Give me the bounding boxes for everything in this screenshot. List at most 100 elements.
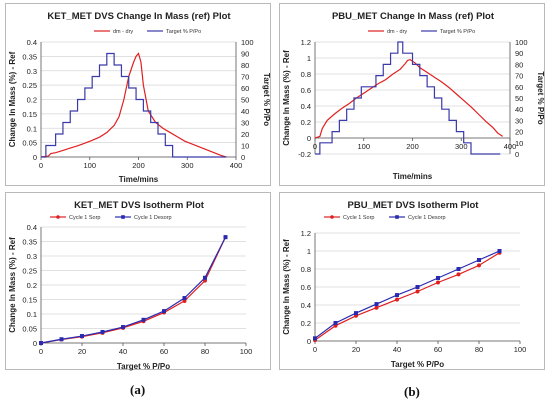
y-tick-label: 0.1 [27, 310, 37, 319]
legend-label: dm - dry [387, 29, 407, 35]
x-tick-label: 400 [504, 142, 517, 151]
data-point-cycle-1-desorp [415, 285, 420, 289]
data-point-cycle-1-desorp [333, 321, 338, 325]
data-point-cycle-1-desorp [395, 293, 399, 298]
y-tick-label: 0 [33, 339, 37, 348]
y-axis-title: Change In Mass (%) - Ref [282, 50, 291, 146]
chart-panel-ket-dvs: KET_MET DVS Change In Mass (ref) Plot 0 0.… [5, 3, 271, 186]
y2-tick-label: 50 [241, 96, 249, 105]
y-tick-label: 0.25 [22, 267, 37, 276]
y2-tick-label: 60 [515, 83, 523, 92]
series-line-dm-dry [40, 52, 227, 158]
y2-tick-label: 10 [241, 142, 249, 151]
x-tick-label: 400 [230, 161, 243, 170]
y2-tick-label: 40 [515, 105, 523, 114]
y-tick-label: 0.4 [27, 223, 37, 232]
x-axis-title: Time/mins [119, 175, 159, 184]
y-axis-title: Change In Mass (%) - Ref [8, 237, 17, 333]
y-tick-label: 0.15 [22, 110, 37, 119]
chart-title: PBU_MET DVS Isotherm Plot [348, 200, 480, 211]
series-line-cycle-1-desorp [314, 250, 500, 339]
y-axis-title: Change In Mass (%) - Ref [282, 239, 291, 335]
x-tick-label: 0 [39, 161, 43, 170]
y-tick-label: 0.4 [27, 38, 37, 47]
y-tick-label: 0 [307, 337, 311, 346]
data-point-cycle-1-desorp [313, 336, 317, 341]
y-tick-label: 0.35 [22, 238, 37, 247]
y2-tick-label: 100 [241, 38, 254, 47]
legend-label: Cycle 1 Sorp [69, 215, 101, 221]
caption-a: (a) [130, 382, 146, 397]
data-point-cycle-1-desorp [162, 309, 166, 314]
chart-title: PBU_MET Change In Mass (ref) Plot [332, 11, 495, 22]
legend-marker [56, 215, 60, 219]
y-tick-label: 0.4 [301, 102, 311, 111]
data-point-cycle-1-desorp [374, 302, 379, 307]
y-tick-label: 0.6 [301, 86, 311, 95]
x-tick-label: 100 [514, 345, 527, 354]
y-tick-label: 0.35 [22, 52, 37, 61]
data-point-cycle-1-sorp [477, 263, 481, 268]
data-point-cycle-1-desorp [477, 258, 481, 262]
data-point-cycle-1-sorp [415, 289, 420, 294]
pbu-dvs-chart: PBU_MET Change In Mass (ref) Plot -0.20 0.… [282, 11, 545, 181]
y-tick-label: 0.2 [301, 118, 311, 127]
chart-title: KET_MET DVS Isotherm Plot [74, 200, 205, 211]
pbu-isotherm-chart: PBU_MET DVS Isotherm Plot 0 0.2 0.4 0.6 0.8 1 1… [282, 200, 527, 369]
y2-tick-label: 40 [241, 107, 249, 116]
y-tick-label: 0.3 [27, 67, 37, 76]
legend-label: Cycle 1 Sorp [343, 215, 375, 221]
data-point-cycle-1-sorp [374, 305, 379, 310]
data-point-cycle-1-desorp [497, 249, 502, 253]
series-line-cycle-1-sorp [314, 252, 500, 341]
legend-label: Cycle 1 Desorp [134, 215, 172, 221]
y2-tick-label: 0 [241, 153, 245, 162]
y-tick-label: 0.2 [27, 96, 37, 105]
legend-marker [121, 215, 125, 219]
x-tick-label: 0 [313, 345, 317, 354]
y-tick-label: 0.05 [22, 139, 37, 148]
data-point-cycle-1-sorp [456, 272, 461, 277]
y2-tick-label: 70 [241, 73, 249, 82]
y-axis-title: Change In Mass (%) - Ref [8, 51, 17, 147]
y-tick-label: 0.25 [22, 81, 37, 90]
ket-dvs-chart: KET_MET DVS Change In Mass (ref) Plot 0 0.… [8, 11, 271, 184]
y-tick-label: 0.2 [27, 281, 37, 290]
y-tick-label: 0.8 [301, 265, 311, 274]
data-point-cycle-1-desorp [121, 325, 125, 330]
y-tick-label: 0.3 [27, 252, 37, 261]
data-point-cycle-1-desorp [203, 275, 207, 280]
x-tick-label: 20 [78, 347, 86, 356]
data-point-cycle-1-desorp [100, 329, 105, 334]
x-tick-label: 200 [132, 161, 145, 170]
y2-tick-label: 90 [515, 49, 523, 58]
y2-tick-label: 80 [241, 61, 249, 70]
chart-panel-pbu-iso: PBU_MET DVS Isotherm Plot 0 0.2 0.4 0.6 0.8 1 1… [279, 192, 545, 370]
x-tick-label: 200 [406, 142, 419, 151]
y2-tick-label: 100 [515, 38, 528, 47]
x-tick-label: 0 [313, 142, 317, 151]
y2-axis-title: Target % P/Po [536, 71, 545, 124]
y-tick-label: 0.8 [301, 70, 311, 79]
y2-tick-label: 30 [241, 119, 249, 128]
series-line-cycle-1-desorp [40, 236, 227, 344]
series-line-target-p-po [41, 52, 227, 158]
y2-tick-label: 20 [515, 128, 523, 137]
x-tick-label: 80 [201, 347, 209, 356]
legend-label: Cycle 1 Desorp [408, 215, 446, 221]
x-tick-label: 40 [119, 347, 127, 356]
x-tick-label: 80 [475, 345, 483, 354]
data-point-cycle-1-desorp [182, 296, 187, 301]
y2-tick-label: 50 [515, 94, 523, 103]
chart-title: KET_MET DVS Change In Mass (ref) Plot [47, 11, 231, 22]
legend-label: dm - dry [113, 29, 133, 35]
y-tick-label: 0.6 [301, 283, 311, 292]
data-point-cycle-1-desorp [59, 337, 64, 342]
y-tick-label: 0.05 [22, 325, 37, 334]
y2-tick-label: 90 [241, 50, 249, 59]
x-tick-label: 20 [352, 345, 360, 354]
y2-axis-title: Target % P/Po [262, 73, 271, 126]
y-tick-label: 0.15 [22, 296, 37, 305]
y2-tick-label: 70 [515, 72, 523, 81]
y-tick-label: -0.2 [298, 150, 311, 159]
